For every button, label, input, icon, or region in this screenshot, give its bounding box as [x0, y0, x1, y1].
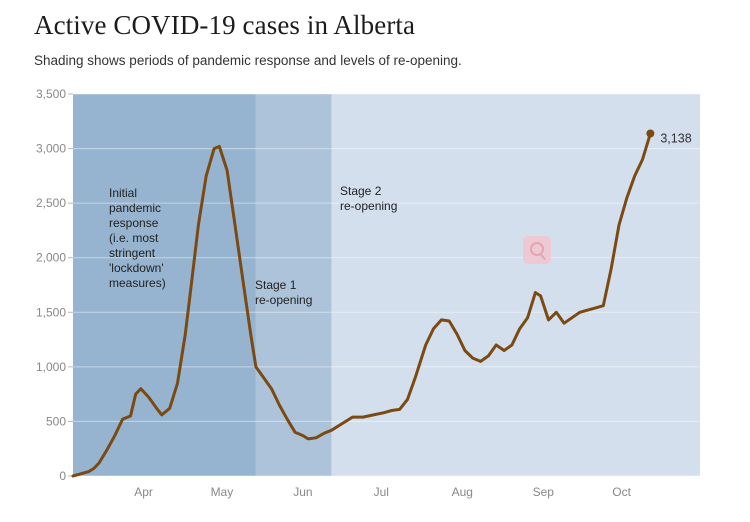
y-tick-label: 0 — [59, 469, 66, 483]
band-3 — [331, 94, 700, 476]
y-tick-label: 3,500 — [36, 87, 66, 101]
band-2 — [255, 94, 332, 476]
band-label-3: Stage 2 re-opening — [340, 184, 397, 213]
x-tick-label: Oct — [612, 485, 631, 499]
chart-subtitle: Shading shows periods of pandemic respon… — [34, 53, 462, 68]
y-tick-label: 1,500 — [36, 305, 66, 319]
band-label-2: Stage 1 re-opening — [255, 278, 312, 307]
end-point-label: 3,138 — [660, 132, 691, 146]
x-tick-label: Aug — [452, 485, 473, 499]
chart-title: Active COVID-19 cases in Alberta — [34, 10, 416, 40]
x-tick-label: Jun — [293, 485, 312, 499]
x-tick-label: Apr — [134, 485, 153, 499]
x-tick-label: Jul — [374, 485, 389, 499]
search-icon[interactable] — [523, 236, 551, 264]
x-tick-label: Sep — [533, 485, 555, 499]
x-tick-label: May — [211, 485, 234, 499]
y-tick-label: 1,000 — [36, 360, 66, 374]
y-tick-label: 2,000 — [36, 251, 66, 265]
series-line — [71, 132, 652, 478]
y-tick-label: 2,500 — [36, 196, 66, 210]
y-tick-label: 3,000 — [36, 142, 66, 156]
y-tick-label: 500 — [46, 414, 66, 428]
end-point-marker — [646, 129, 655, 138]
band-label-1: Initial pandemic response (i.e. most stringe… — [109, 186, 166, 290]
